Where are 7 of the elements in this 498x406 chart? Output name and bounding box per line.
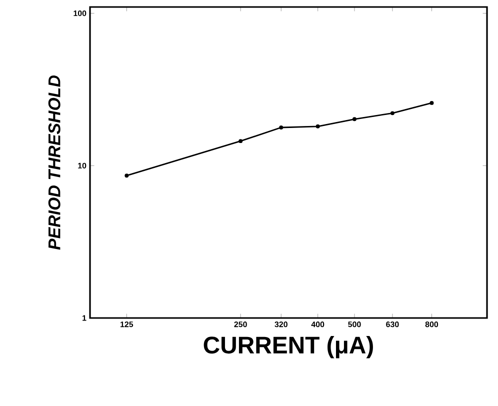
point [430, 100, 434, 105]
x-axis-title: CURRENT (μA) [204, 336, 373, 358]
point [238, 139, 243, 144]
point [316, 124, 320, 128]
y-axis-title: PERIOD THRESHOLD [48, 75, 60, 250]
point [352, 117, 356, 122]
point [390, 111, 394, 116]
